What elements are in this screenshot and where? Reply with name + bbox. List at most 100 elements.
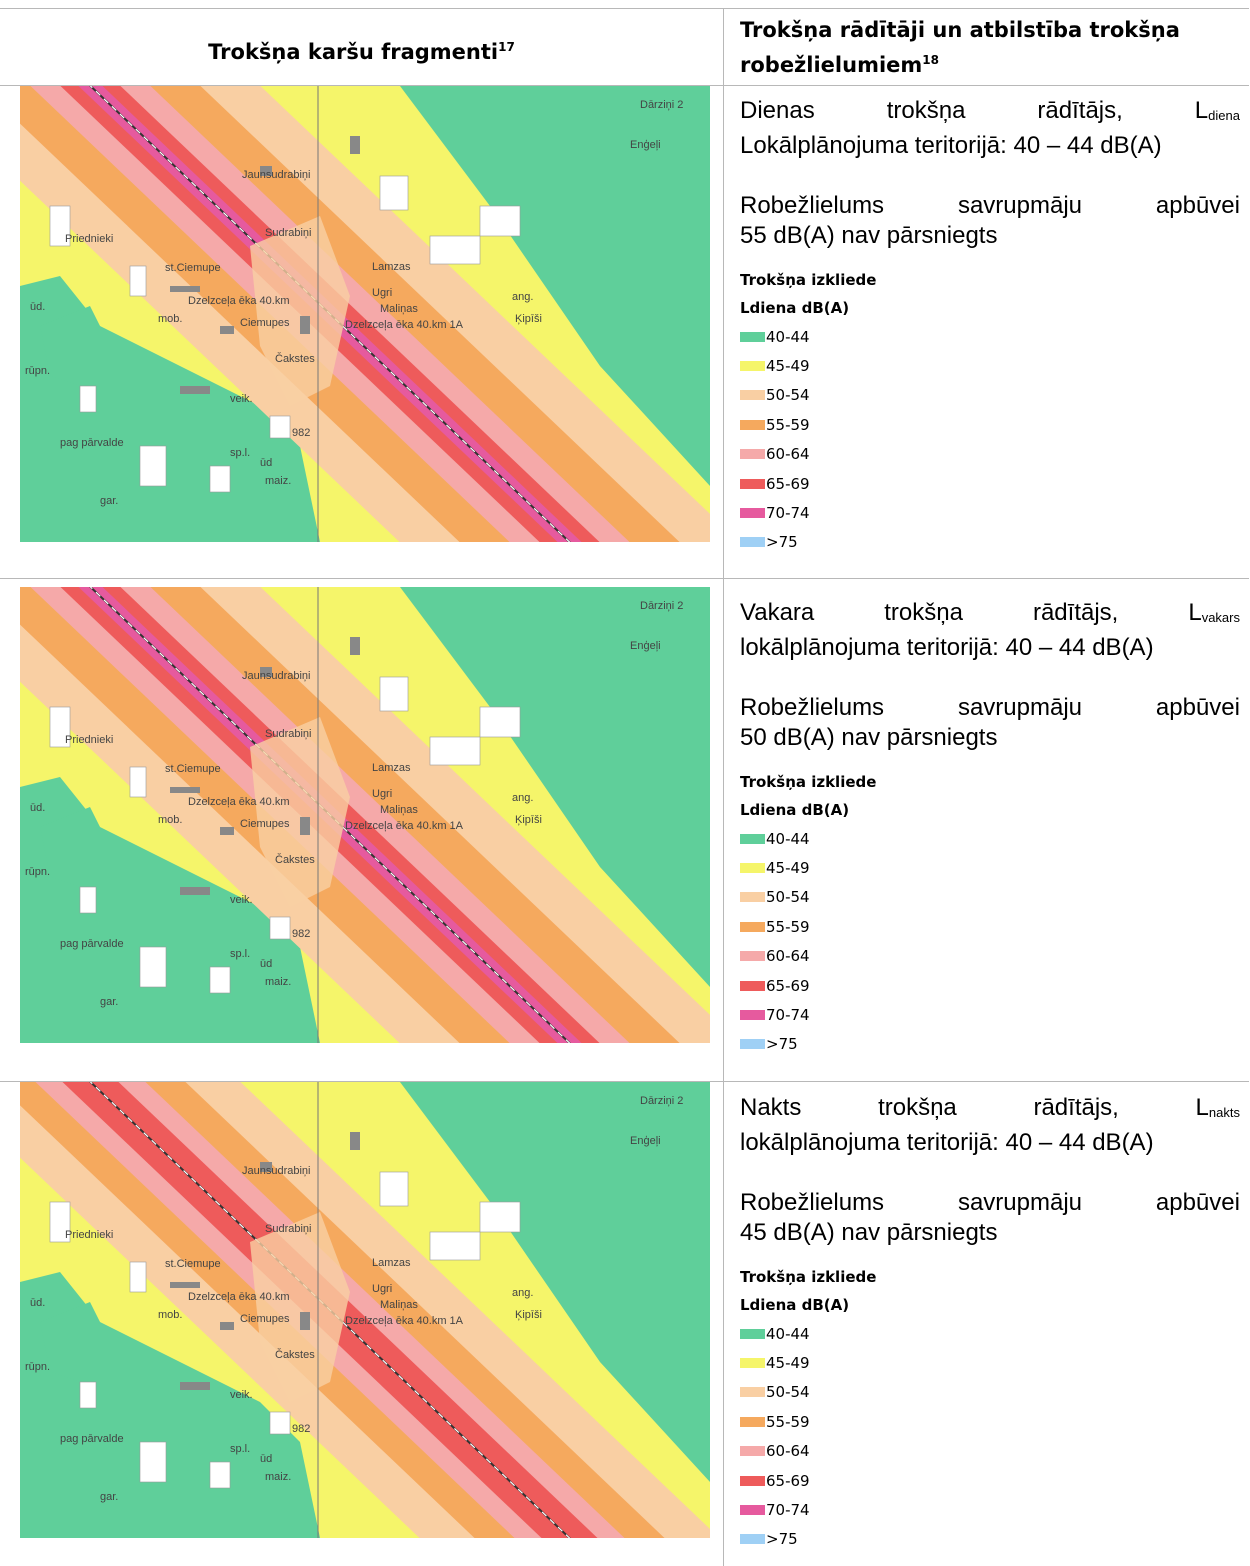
limit-word: savrupmāju — [957, 192, 1083, 219]
map-label: ang. — [512, 792, 533, 804]
limit-line: Robežlielums savrupmāju apbūvei — [740, 693, 1240, 723]
map-label: Ugri — [372, 287, 392, 299]
legend-label: 50-54 — [766, 888, 810, 907]
legend-label: 45-49 — [766, 1354, 810, 1373]
map-label: ang. — [512, 1287, 533, 1299]
noise-legend: Trokšņa izkliede Ldiena dB(A) 40-44 45-49 50… — [740, 1263, 876, 1554]
building — [269, 415, 291, 439]
indicator-subscript: diena — [1208, 108, 1240, 123]
indicator-word: trokšņa — [878, 1094, 957, 1121]
indicator-word: trokšņa — [886, 97, 966, 124]
map-label: sp.l. — [230, 948, 250, 960]
building — [139, 1441, 167, 1483]
indicator-word: Nakts — [740, 1094, 802, 1121]
header-right: Trokšņa rādītāji un atbilstība trokšņa r… — [740, 15, 1240, 80]
map-label: st.Ciemupe — [165, 1258, 221, 1270]
map-label: Dārziņi 2 — [640, 600, 683, 612]
limit-word: savrupmāju — [957, 694, 1083, 721]
indicator-line: Vakara trokšņa rādītājs, Lvakars — [740, 598, 1240, 633]
village-zone — [250, 1212, 350, 1402]
map-label: ūd. — [30, 802, 45, 814]
structure — [180, 887, 210, 895]
map-label: ūd. — [30, 301, 45, 313]
building — [429, 736, 481, 766]
map-label: maiz. — [265, 976, 291, 988]
map-label: st.Ciemupe — [165, 262, 221, 274]
legend-subtitle: Ldiena dB(A) — [740, 801, 850, 819]
map-label: Dzelzceļa ēka 40.km — [188, 796, 290, 808]
legend-label: 50-54 — [766, 386, 810, 405]
indicator-word: rādītājs, — [1032, 599, 1119, 626]
structure — [350, 136, 360, 154]
map-label: Dzelzceļa ēka 40.km 1A — [345, 319, 464, 331]
map-label: Dzelzceļa ēka 40.km — [188, 295, 290, 307]
legend-item: 40-44 — [740, 824, 876, 853]
indicator-line: Dienas trokšņa rādītājs, Ldiena — [740, 96, 1240, 131]
legend-item: 45-49 — [740, 1348, 876, 1377]
legend-swatch — [740, 1534, 765, 1545]
legend-label: 65-69 — [766, 474, 810, 493]
building — [479, 1201, 521, 1233]
legend-item: 55-59 — [740, 912, 876, 941]
map-label: Jaunsudrabiņi — [242, 169, 311, 181]
map-label: rūpn. — [25, 1361, 50, 1373]
legend-swatch — [740, 478, 765, 489]
legend-swatch — [740, 449, 765, 460]
limit-status: 45 dB(A) nav pārsniegts — [740, 1219, 998, 1246]
limit-status: 50 dB(A) nav pārsniegts — [740, 724, 998, 751]
map-label: gar. — [100, 495, 118, 507]
noise-map-night: Dārziņi 2 Enģeļi Jaunsudrabiņi Sudrabiņi Pri… — [20, 1082, 710, 1538]
building — [429, 1231, 481, 1261]
structure — [260, 166, 272, 176]
map-label: maiz. — [265, 1471, 291, 1483]
territory-value: lokālplānojuma teritorijā: 40 – 44 dB(A) — [740, 1129, 1154, 1156]
building — [49, 1201, 71, 1243]
building — [139, 445, 167, 487]
indicator-word: Dienas — [740, 97, 815, 124]
map-label: ūd — [260, 457, 272, 469]
structure — [170, 1282, 200, 1288]
map-label: veik. — [230, 393, 253, 405]
building — [79, 886, 97, 914]
building — [379, 676, 409, 712]
village-zone — [250, 216, 350, 406]
map-label: Lamzas — [372, 1257, 411, 1269]
row-description: Dienas trokšņa rādītājs, Ldiena Lokālplānoju… — [740, 96, 1240, 251]
legend-item: 70-74 — [740, 1495, 876, 1524]
map-label: st.Ciemupe — [165, 763, 221, 775]
structure — [220, 827, 234, 835]
map-label: veik. — [230, 1389, 253, 1401]
building — [49, 205, 71, 247]
map-label: Maliņas — [380, 303, 418, 315]
legend-item: 50-54 — [740, 381, 876, 410]
legend-item: 40-44 — [740, 322, 876, 351]
map-label: rūpn. — [25, 365, 50, 377]
table-column-divider — [723, 8, 724, 1566]
legend-title: Trokšņa izkliede — [740, 1268, 877, 1286]
map-label: Enģeļi — [630, 639, 661, 652]
legend-label: 45-49 — [766, 357, 810, 376]
legend-item: 40-44 — [740, 1319, 876, 1348]
map-label: pag pārvalde — [60, 1433, 124, 1445]
indicator-subscript: vakars — [1201, 610, 1240, 625]
map-label: Ķipīši — [515, 313, 542, 325]
map-label: Sudrabiņi — [265, 227, 311, 239]
legend-item: 70-74 — [740, 1000, 876, 1029]
limit-word: apbūvei — [1155, 192, 1240, 219]
indicator-symbol: Lnakts — [1196, 1093, 1240, 1128]
map-label: Enģeļi — [630, 1134, 661, 1147]
indicator-word: Vakara — [740, 599, 815, 626]
indicator-word: rādītājs, — [1037, 97, 1123, 124]
map-label: Ugri — [372, 788, 392, 800]
legend-label: 45-49 — [766, 859, 810, 878]
indicator-word: trokšņa — [884, 599, 963, 626]
building — [269, 916, 291, 940]
building — [79, 1381, 97, 1409]
legend-swatch — [740, 361, 765, 372]
legend-swatch — [740, 1475, 765, 1486]
legend-label: 40-44 — [766, 327, 810, 346]
legend-item: >75 — [740, 528, 876, 557]
map-label: Dzelzceļa ēka 40.km 1A — [345, 820, 464, 832]
map-label: Enģeļi — [630, 138, 661, 151]
structure — [300, 817, 310, 835]
